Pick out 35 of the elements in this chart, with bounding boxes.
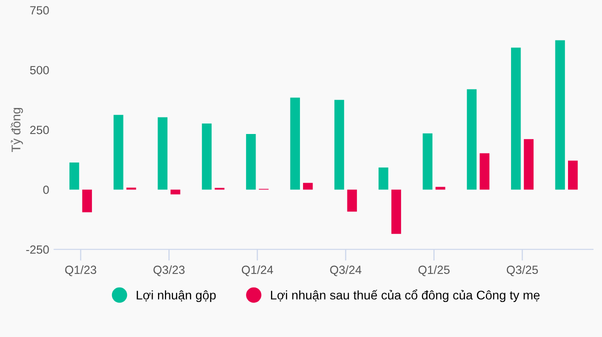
bar: [480, 153, 490, 190]
bar: [524, 139, 534, 190]
y-axis-title: Tỷ đồng: [10, 108, 23, 152]
bar: [347, 190, 357, 212]
y-tick-label: 250: [30, 126, 49, 134]
bar: [334, 100, 344, 190]
bar: [114, 114, 124, 190]
y-tick-label: 500: [30, 66, 49, 74]
bar: [246, 134, 256, 190]
x-tick-label: Q3/23: [153, 265, 185, 276]
bar: [391, 190, 402, 234]
bar: [303, 182, 313, 190]
legend-label: Lợi nhuận sau thuế của cổ đông của Công ty mẹ: [271, 289, 540, 302]
bar: [466, 89, 477, 190]
bar: [378, 168, 388, 190]
x-tick-label: Q1/23: [65, 265, 96, 276]
x-tick-label: Q1/25: [418, 265, 450, 276]
bar: [436, 186, 446, 190]
bar: [555, 40, 565, 190]
bar: [511, 48, 521, 190]
y-tick-label: -250: [26, 245, 49, 254]
x-tick-label: Q3/24: [330, 265, 362, 276]
bar: [290, 98, 300, 190]
x-tick-label: Q1/24: [242, 265, 274, 276]
y-tick-label: 0: [43, 186, 49, 194]
bar: [82, 190, 92, 212]
y-tick-label: 750: [30, 6, 49, 15]
bar: [69, 162, 80, 190]
x-tick-label: Q3/25: [506, 265, 538, 276]
bar: [158, 117, 168, 190]
bar: [170, 190, 180, 194]
legend-label: Lợi nhuận gộp: [136, 290, 216, 302]
bar: [422, 133, 432, 190]
bar: [568, 160, 578, 190]
bar: [202, 124, 212, 190]
